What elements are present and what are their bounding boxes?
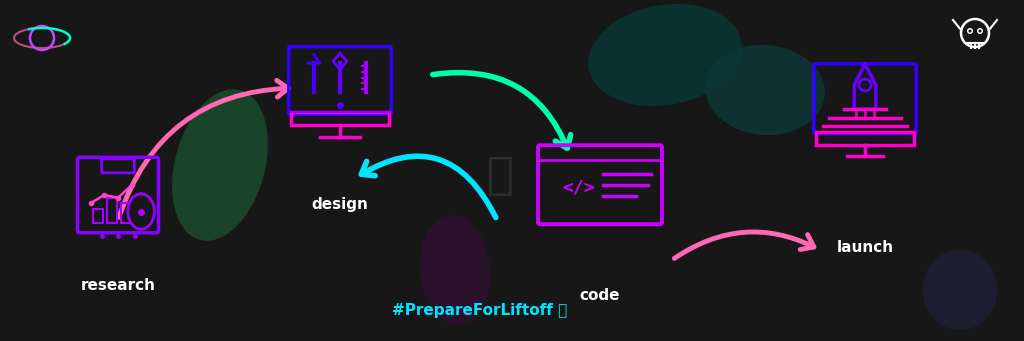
Text: design: design (311, 197, 369, 212)
Circle shape (969, 30, 972, 32)
Circle shape (979, 30, 981, 32)
Text: 👾: 👾 (486, 153, 513, 196)
FancyArrowPatch shape (119, 80, 288, 217)
Ellipse shape (923, 250, 997, 330)
Bar (121, 203, 131, 222)
Ellipse shape (706, 45, 825, 135)
Polygon shape (128, 194, 155, 229)
Text: #PrepareForLiftoff 🚀: #PrepareForLiftoff 🚀 (392, 302, 567, 317)
Bar (291, 113, 389, 125)
Bar (93, 209, 103, 222)
FancyArrowPatch shape (674, 232, 814, 258)
Bar (816, 132, 914, 145)
Ellipse shape (420, 215, 490, 325)
Text: </>: </> (562, 179, 595, 197)
Bar (106, 198, 117, 222)
Circle shape (977, 28, 983, 34)
Ellipse shape (588, 4, 741, 106)
Text: research: research (81, 278, 156, 293)
FancyArrowPatch shape (433, 73, 570, 148)
FancyArrowPatch shape (361, 156, 496, 218)
Circle shape (967, 28, 973, 34)
Text: launch: launch (837, 240, 894, 255)
Ellipse shape (172, 89, 268, 241)
Text: code: code (580, 287, 621, 302)
